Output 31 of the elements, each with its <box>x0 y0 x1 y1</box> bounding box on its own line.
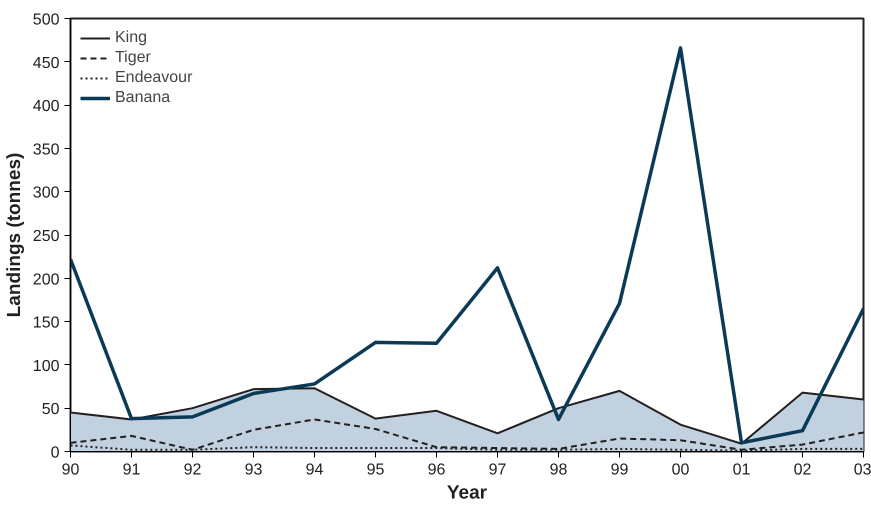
y-tick-label: 350 <box>32 141 60 158</box>
legend-label: Tiger <box>115 49 151 67</box>
y-tick-label: 450 <box>32 54 60 72</box>
legend-label: King <box>115 29 148 47</box>
y-tick-label: 200 <box>32 271 60 288</box>
x-tick-label: 98 <box>550 462 568 478</box>
x-tick-label: 03 <box>854 462 871 478</box>
y-tick-label: 50 <box>42 401 60 418</box>
y-axis-title: Landings (tonnes) <box>4 152 25 318</box>
x-axis-title: Year <box>446 482 488 504</box>
x-tick-label: 90 <box>62 462 80 478</box>
legend-label: Endeavour <box>115 69 192 87</box>
x-tick-label: 93 <box>244 462 262 478</box>
x-tick-label: 00 <box>672 462 690 478</box>
y-tick-label: 100 <box>32 358 60 375</box>
y-tick-label: 500 <box>32 12 60 28</box>
x-tick-label: 01 <box>732 462 750 478</box>
x-tick-label: 96 <box>428 462 446 478</box>
y-tick-label: 400 <box>32 98 60 116</box>
x-tick-label: 02 <box>794 462 812 478</box>
x-tick-label: 91 <box>122 462 140 478</box>
y-tick-label: 0 <box>50 444 60 462</box>
x-tick-label: 97 <box>488 462 506 478</box>
x-tick-label: 94 <box>306 462 324 478</box>
y-tick-label: 150 <box>32 314 60 332</box>
x-tick-label: 99 <box>610 462 628 478</box>
legend-label: Banana <box>115 89 170 107</box>
y-tick-label: 250 <box>32 228 60 245</box>
x-tick-label: 95 <box>366 462 384 478</box>
x-tick-label: 92 <box>184 462 202 478</box>
y-tick-label: 300 <box>32 184 60 202</box>
